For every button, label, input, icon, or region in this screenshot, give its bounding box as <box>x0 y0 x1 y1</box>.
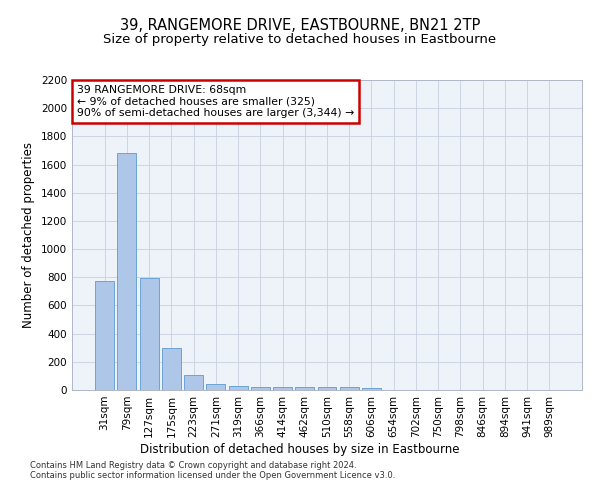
Bar <box>273 387 292 390</box>
Bar <box>229 386 248 390</box>
Text: Size of property relative to detached houses in Eastbourne: Size of property relative to detached ho… <box>103 32 497 46</box>
Text: 39 RANGEMORE DRIVE: 68sqm
← 9% of detached houses are smaller (325)
90% of semi-: 39 RANGEMORE DRIVE: 68sqm ← 9% of detach… <box>77 84 355 118</box>
Bar <box>251 387 270 390</box>
Bar <box>206 384 225 390</box>
Y-axis label: Number of detached properties: Number of detached properties <box>22 142 35 328</box>
Bar <box>184 374 203 390</box>
Bar <box>317 388 337 390</box>
Text: 39, RANGEMORE DRIVE, EASTBOURNE, BN21 2TP: 39, RANGEMORE DRIVE, EASTBOURNE, BN21 2T… <box>120 18 480 32</box>
Bar <box>362 388 381 390</box>
Bar <box>162 348 181 390</box>
Bar <box>118 154 136 390</box>
Bar <box>295 387 314 390</box>
Text: Contains HM Land Registry data © Crown copyright and database right 2024.: Contains HM Land Registry data © Crown c… <box>30 460 356 469</box>
Bar <box>340 387 359 390</box>
Text: Distribution of detached houses by size in Eastbourne: Distribution of detached houses by size … <box>140 442 460 456</box>
Bar <box>140 278 158 390</box>
Bar <box>95 281 114 390</box>
Text: Contains public sector information licensed under the Open Government Licence v3: Contains public sector information licen… <box>30 470 395 480</box>
